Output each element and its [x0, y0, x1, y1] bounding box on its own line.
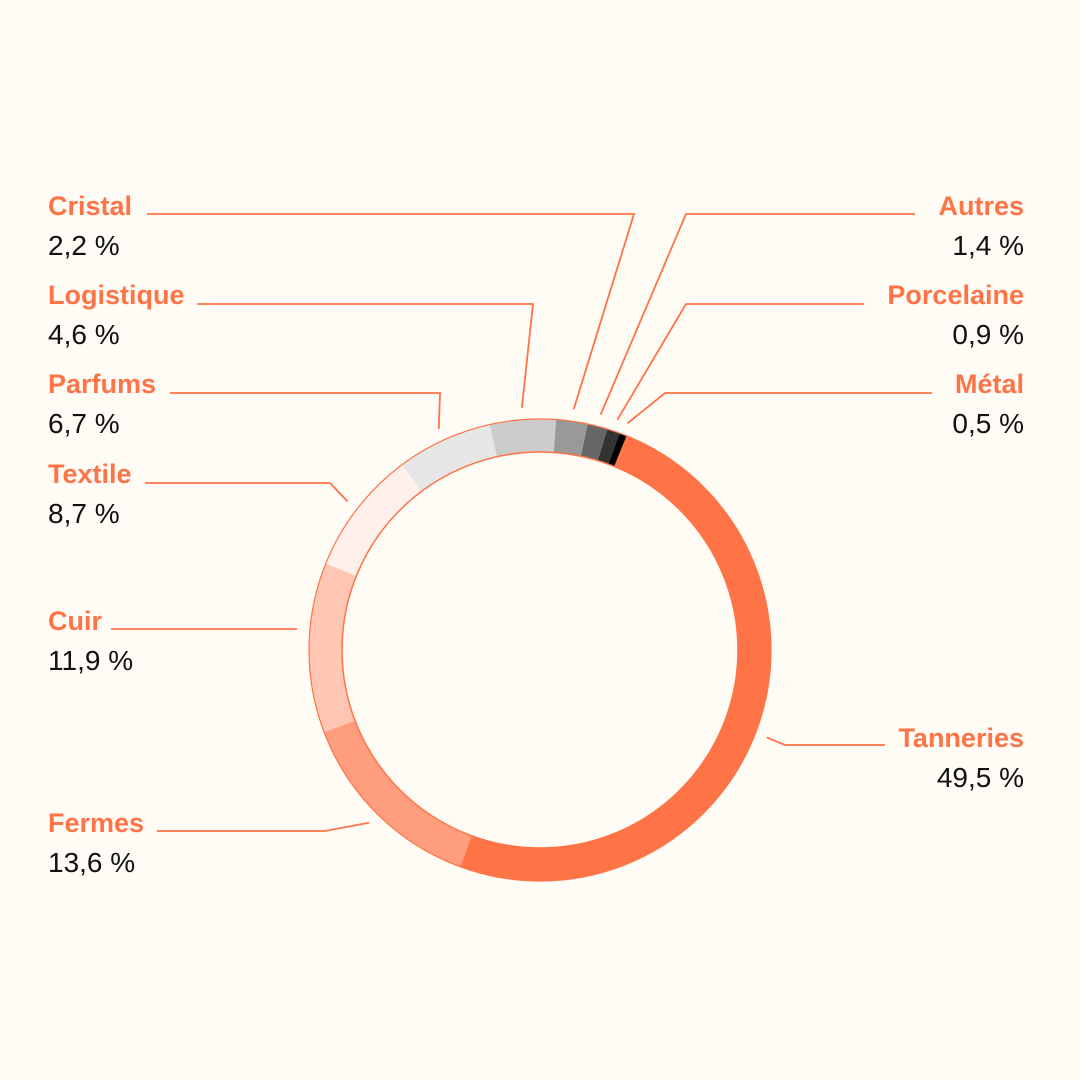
label-value-cuir: 11,9 % [48, 645, 133, 676]
label-name-fermes: Fermes [48, 808, 144, 838]
label-value-textile: 8,7 % [48, 498, 120, 529]
label-name-parfums: Parfums [48, 369, 156, 399]
slice-metal [608, 433, 627, 467]
label-name-logistique: Logistique [48, 280, 185, 310]
leader-line-autres [599, 213, 915, 416]
slice-cuir [309, 563, 357, 733]
slice-logistique [489, 419, 557, 457]
label-name-autres: Autres [938, 191, 1024, 221]
leader-line-porcelaine [616, 303, 864, 421]
donut-outer-ring [308, 418, 772, 882]
leader-line-fermes [157, 821, 370, 832]
label-value-cristal: 2,2 % [48, 230, 120, 261]
label-name-cuir: Cuir [48, 606, 102, 636]
slice-porcelaine [597, 429, 620, 465]
slice-parfums [402, 424, 497, 492]
slice-fermes [324, 720, 472, 867]
label-value-fermes: 13,6 % [48, 847, 135, 878]
slice-cristal [553, 419, 588, 457]
label-value-autres: 1,4 % [952, 230, 1024, 261]
label-value-logistique: 4,6 % [48, 319, 120, 350]
label-name-metal: Métal [955, 369, 1024, 399]
label-name-cristal: Cristal [48, 191, 132, 221]
leader-lines [111, 213, 932, 832]
slice-tanneries [460, 435, 771, 881]
donut-inner-ring [341, 451, 739, 849]
label-value-parfums: 6,7 % [48, 408, 120, 439]
label-value-metal: 0,5 % [952, 408, 1024, 439]
label-name-textile: Textile [48, 459, 132, 489]
leader-line-logistique [197, 303, 535, 408]
slice-autres [580, 423, 608, 461]
leader-line-textile [145, 482, 349, 503]
leader-line-tanneries [766, 736, 885, 746]
label-name-tanneries: Tanneries [898, 723, 1024, 753]
leader-line-metal [626, 392, 932, 424]
label-name-porcelaine: Porcelaine [887, 280, 1024, 310]
slice-labels: Tanneries 49,5 % Fermes 13,6 % Cuir 11,9 % Tex… [48, 191, 1024, 878]
label-value-tanneries: 49,5 % [937, 762, 1024, 793]
leader-line-cristal [147, 213, 636, 410]
label-value-porcelaine: 0,9 % [952, 319, 1024, 350]
leader-line-parfums [170, 392, 441, 430]
donut-slices [309, 419, 771, 881]
slice-textile [325, 464, 422, 576]
